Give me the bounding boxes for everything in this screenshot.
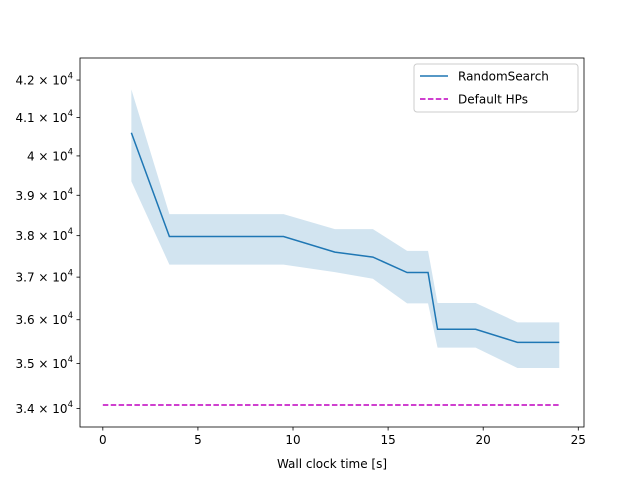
y-tick-label: 4 × 104 xyxy=(27,147,73,163)
y-tick-label: 4.1 × 104 xyxy=(16,109,73,125)
series-line-1 xyxy=(130,132,560,344)
plot-frame xyxy=(79,57,585,428)
y-tick-label: 4.2 × 104 xyxy=(16,72,73,88)
x-tick-label: 5 xyxy=(194,433,202,447)
legend: RandomSearch Default HPs xyxy=(413,63,579,113)
x-tick-label: 15 xyxy=(380,433,395,447)
y-tick-label: 3.8 × 104 xyxy=(16,227,73,243)
x-tick-label: 25 xyxy=(571,433,586,447)
confidence-band xyxy=(131,89,560,368)
y-tick-label: 3.5 × 104 xyxy=(16,355,73,371)
x-tick-label: 20 xyxy=(476,433,491,447)
y-tick-label: 3.6 × 104 xyxy=(16,311,73,327)
legend-box xyxy=(413,63,579,113)
legend-label: RandomSearch xyxy=(458,70,549,84)
x-tick-label: 0 xyxy=(99,433,107,447)
y-axis: 3.4 × 104 3.5 × 104 3.6 × 104 3.7 × 104 3.8 … xyxy=(16,72,80,416)
legend-label: Default HPs xyxy=(458,93,528,107)
y-tick-label: 3.4 × 104 xyxy=(16,400,73,416)
plot-area xyxy=(79,57,585,428)
x-axis-label: Wall clock time [s] xyxy=(277,457,387,471)
x-tick-label: 10 xyxy=(285,433,300,447)
x-axis: 0 5 10 15 20 25 xyxy=(99,427,586,447)
y-tick-label: 3.9 × 104 xyxy=(16,187,73,203)
y-tick-label: 3.7 × 104 xyxy=(16,269,73,285)
